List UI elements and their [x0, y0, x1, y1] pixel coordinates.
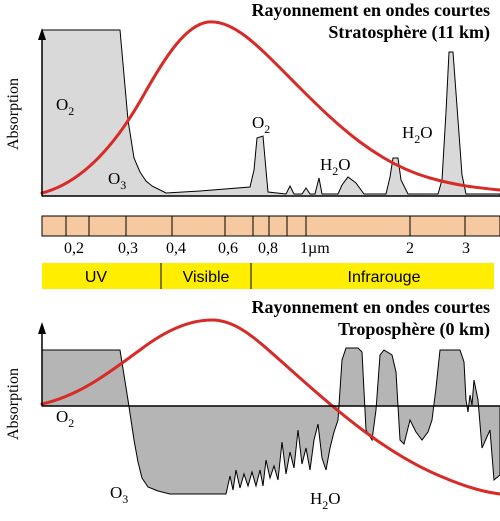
top-title-line1: Rayonnement en ondes courtes: [252, 0, 491, 20]
top-label-h2o-right: H2O: [402, 123, 433, 146]
bottom-label-h2o: H2O: [310, 489, 341, 512]
top-label-o2-left: O2: [56, 95, 74, 118]
bottom-label-o2-left: O2: [56, 407, 74, 430]
tick-label-1um: 1µm: [300, 240, 330, 257]
bottom-y-axis-arrow-icon: [38, 322, 46, 334]
tick-label-0-8: 0,8: [258, 240, 278, 257]
wavelength-scale: 0,2 0,3 0,4 0,6 0,8 1µm 2 3 UV Visible I…: [41, 215, 500, 289]
top-label-o2-peak: O2: [252, 113, 270, 136]
bottom-title-line2: Troposphère (0 km): [338, 319, 490, 340]
bottom-y-axis-label: Absorption: [5, 368, 22, 440]
bottom-title-line1: Rayonnement en ondes courtes: [252, 297, 491, 317]
bottom-solar-curve: [40, 318, 500, 496]
bottom-label-o3: O3: [110, 483, 128, 506]
tick-label-0-6: 0,6: [218, 240, 238, 257]
tick-label-2: 2: [406, 240, 414, 257]
top-label-o3: O3: [108, 169, 126, 192]
top-absorption-area: [41, 29, 500, 197]
top-title-line2: Stratosphère (11 km): [328, 22, 490, 43]
top-label-h2o-mid: H2O: [320, 155, 351, 178]
top-solar-curve: [40, 20, 500, 195]
tick-label-0-2: 0,2: [64, 240, 84, 257]
tick-label-0-4: 0,4: [166, 240, 186, 257]
top-panel: Rayonnement en ondes courtes Stratosphèr…: [5, 0, 500, 197]
bottom-panel: Rayonnement en ondes courtes Troposphère…: [5, 297, 500, 512]
band-label-infrarouge: Infrarouge: [348, 269, 421, 286]
top-y-axis-arrow-icon: [38, 28, 46, 40]
tick-label-3: 3: [462, 240, 470, 257]
scale-tick-marks: [65, 216, 466, 236]
band-label-visible: Visible: [183, 269, 230, 286]
tick-label-0-3: 0,3: [118, 240, 138, 257]
top-y-axis-label: Absorption: [5, 78, 22, 150]
band-label-uv: UV: [85, 269, 108, 286]
bottom-absorption-area: [41, 347, 500, 495]
band-bar: [42, 263, 494, 289]
wavelength-scale-bar: [41, 215, 500, 237]
